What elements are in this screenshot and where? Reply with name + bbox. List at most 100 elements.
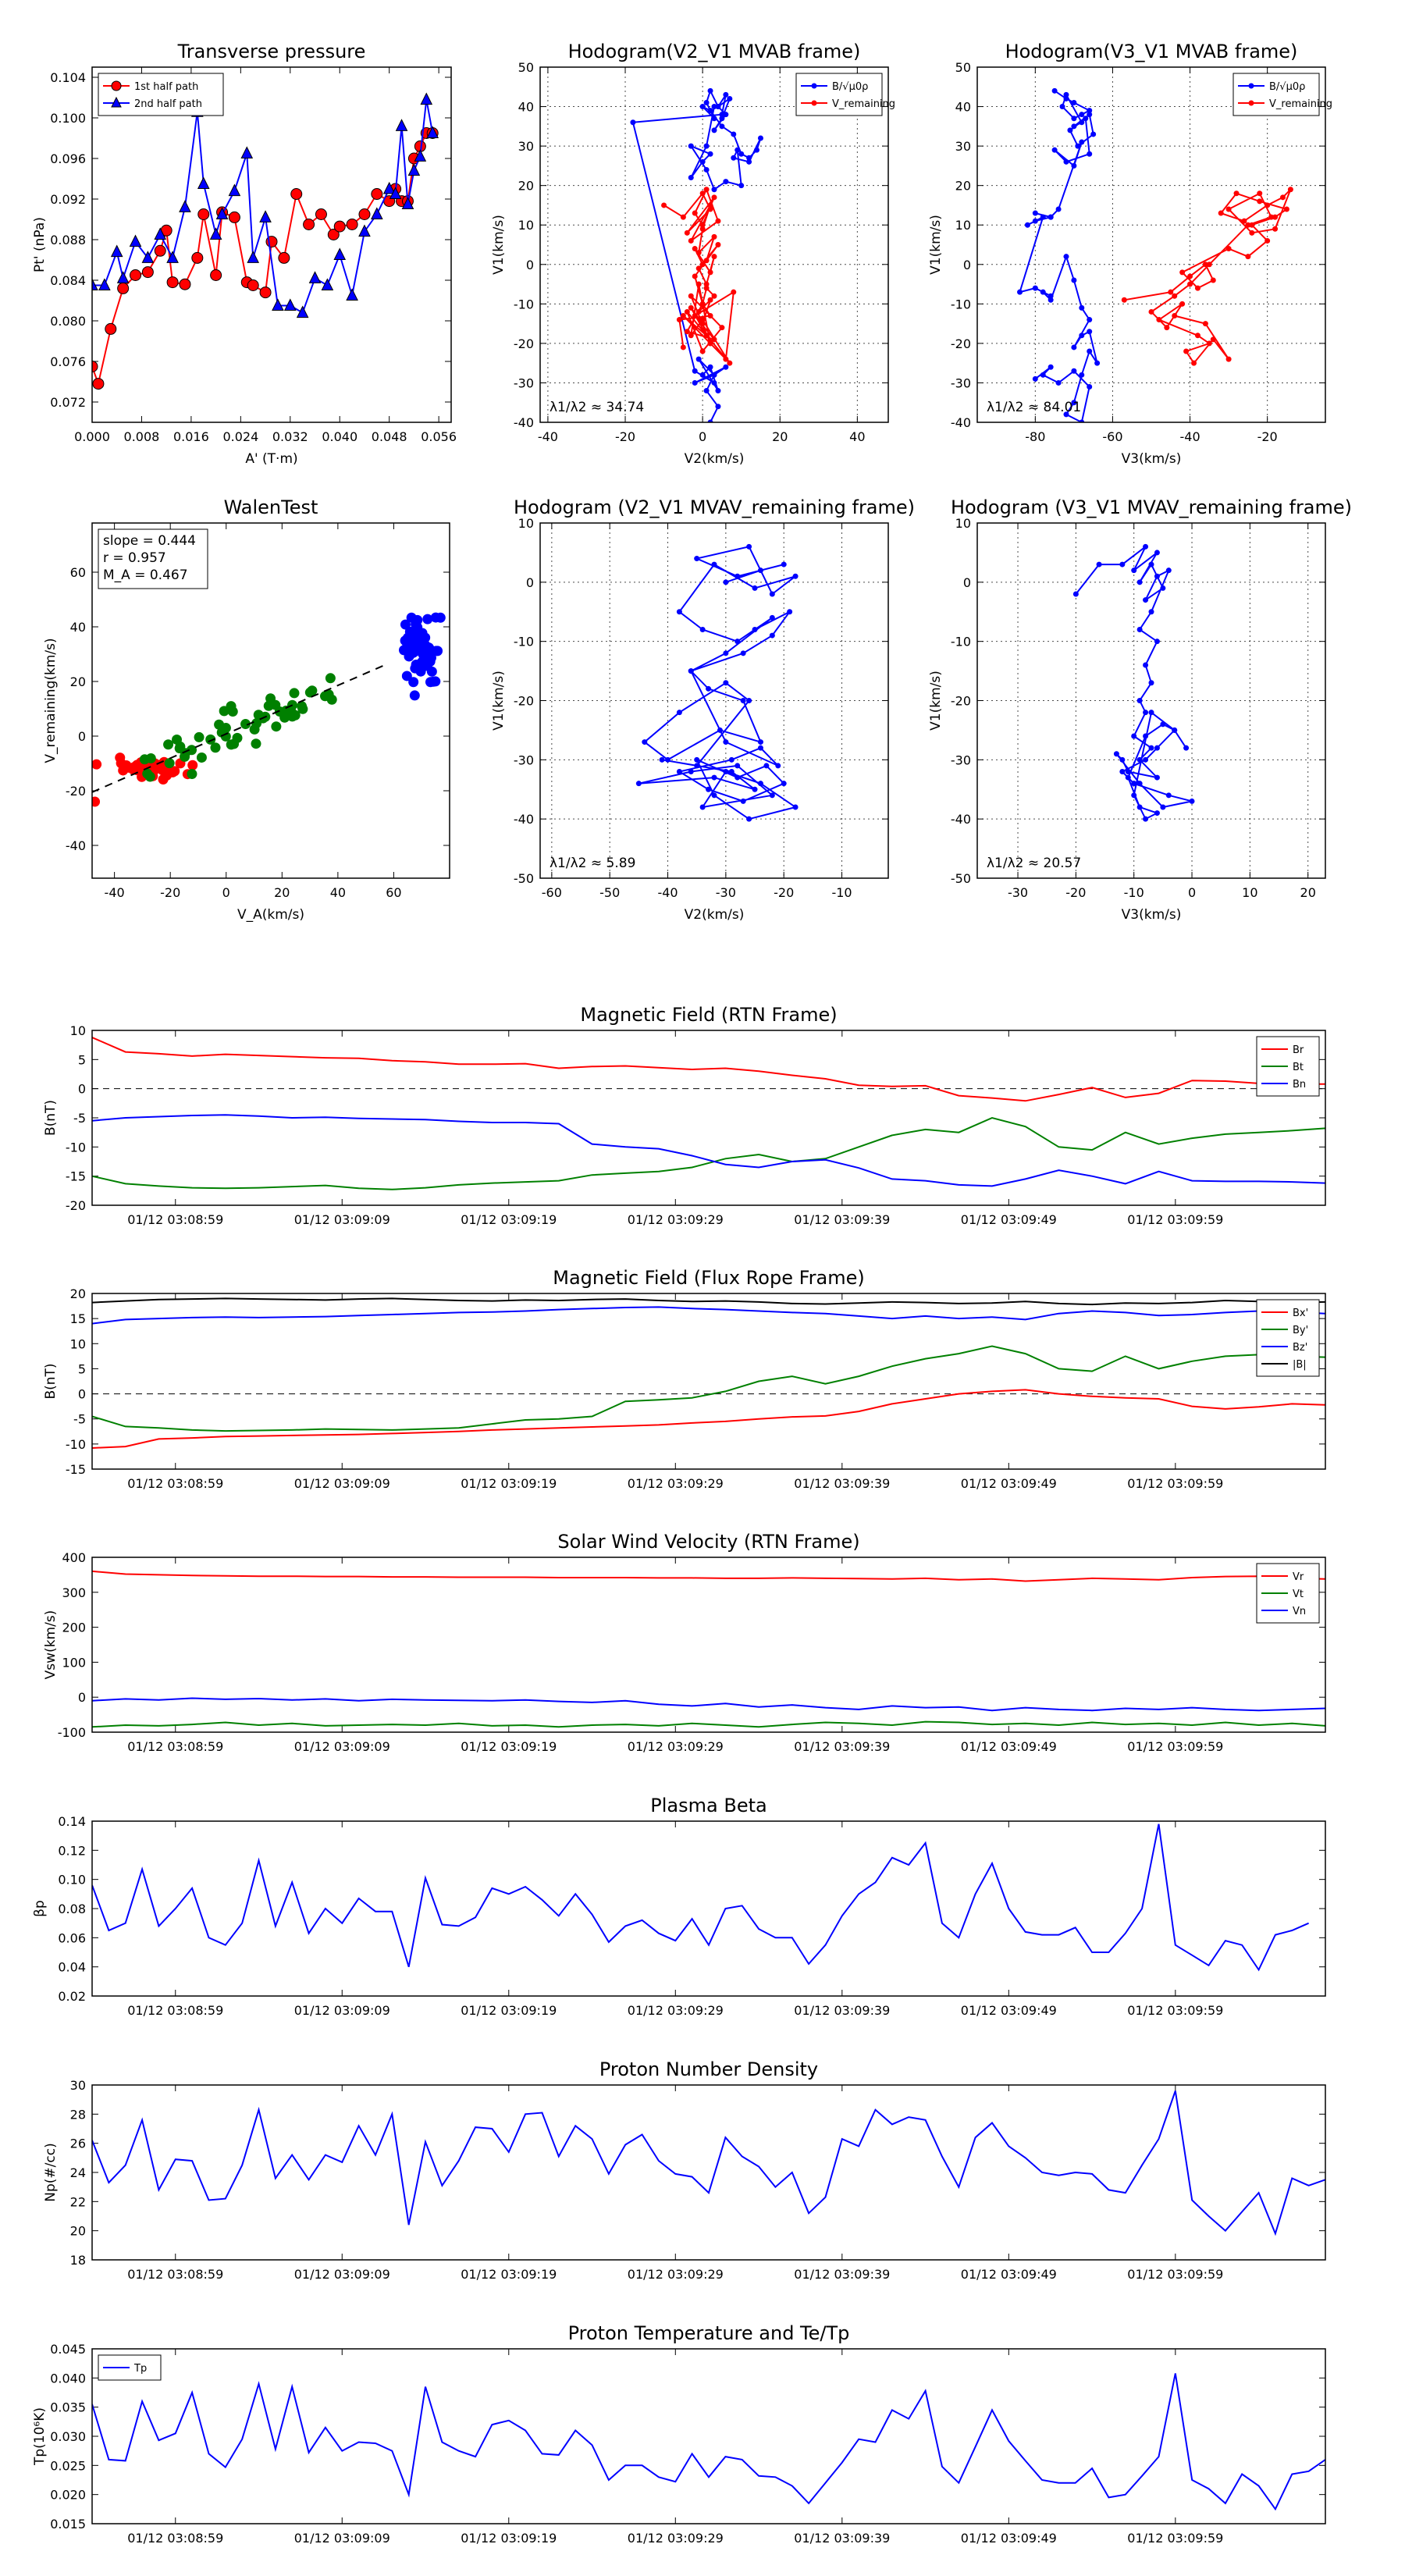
data-point — [676, 769, 682, 774]
data-point — [699, 804, 706, 810]
data-point — [1287, 187, 1293, 193]
data-point — [1172, 313, 1178, 318]
data-point — [719, 116, 725, 122]
eigenvalue-ratio: λ1/λ2 ≈ 5.89 — [550, 856, 635, 871]
data-point — [1154, 774, 1160, 781]
y-tick-label: 0.06 — [58, 1930, 86, 1945]
scatter-point — [297, 701, 308, 712]
data-point — [763, 763, 770, 769]
data-point — [166, 251, 179, 263]
data-point — [703, 143, 710, 149]
legend: Bx' By' Bz' |B| — [1256, 1299, 1320, 1377]
chart-title: Hodogram (V3_V1 MVAV_remaining frame) — [951, 496, 1352, 518]
scatter-point — [279, 712, 290, 723]
x-tick-label: 01/12 03:09:09 — [294, 2267, 390, 2282]
x-tick-label: 0 — [222, 885, 230, 900]
series-bt — [92, 1116, 1325, 1190]
y-tick-label: 0.092 — [50, 192, 86, 207]
legend-box — [1256, 1299, 1320, 1377]
data-point — [327, 229, 340, 240]
scatter-point — [196, 752, 207, 763]
series-2nd-half-path — [92, 92, 439, 318]
y-axis-label: Tp(10⁶K) — [32, 2407, 48, 2466]
y-tick-label: 0.045 — [50, 2342, 86, 2357]
legend-label: Bz' — [1293, 1342, 1307, 1354]
legend-label: Vn — [1293, 1606, 1306, 1617]
data-point — [723, 91, 729, 98]
data-point — [711, 127, 717, 133]
series-1st-half-path — [92, 127, 439, 390]
data-point — [711, 372, 717, 378]
data-point — [1249, 229, 1255, 236]
data-point — [688, 293, 694, 299]
scatter-point — [115, 753, 126, 763]
legend-box — [795, 73, 883, 116]
chart-title: Hodogram(V3_V1 MVAB frame) — [1005, 41, 1298, 62]
data-point — [703, 258, 710, 264]
x-tick-label: 01/12 03:08:59 — [127, 2267, 223, 2282]
data-point — [1071, 123, 1077, 130]
data-point — [1067, 127, 1073, 133]
data-point — [1183, 745, 1190, 751]
x-tick-label: 01/12 03:09:09 — [294, 1476, 390, 1491]
scatter-point — [92, 796, 101, 807]
plot-frame — [91, 66, 452, 423]
scatter-point — [226, 739, 237, 750]
series-vr — [92, 1570, 1325, 1582]
data-point — [661, 202, 667, 208]
data-point — [676, 317, 682, 323]
fit-line — [92, 663, 389, 793]
legend: Br Bt Bn — [1256, 1036, 1320, 1097]
data-point — [1090, 131, 1097, 137]
data-point — [1257, 190, 1263, 197]
data-point — [703, 281, 710, 287]
data-point — [333, 247, 347, 260]
x-tick-label: 01/12 03:09:09 — [294, 1212, 390, 1227]
y-tick-label: -5 — [73, 1111, 86, 1126]
x-tick-label: 60 — [386, 885, 401, 900]
series-bz- — [92, 1306, 1325, 1325]
legend-label: Vt — [1293, 1589, 1304, 1600]
chart-title: Transverse pressure — [177, 41, 366, 62]
series-v-remaining — [661, 187, 737, 366]
data-point — [642, 739, 648, 745]
data-point — [1191, 360, 1197, 366]
data-point — [1040, 372, 1046, 378]
data-point — [1059, 104, 1065, 110]
data-point — [197, 176, 210, 189]
y-tick-label: -20 — [514, 694, 534, 709]
legend-label: Vr — [1293, 1571, 1304, 1583]
y-tick-label: 20 — [70, 2224, 86, 2239]
y-tick-label: 0.025 — [50, 2458, 86, 2473]
scatter-point — [187, 769, 197, 780]
legend-box — [1232, 73, 1320, 116]
y-tick-label: 28 — [70, 2107, 86, 2122]
legend-label: 2nd half path — [134, 98, 202, 110]
series-line — [92, 1114, 1325, 1187]
data-point — [769, 614, 775, 621]
y-axis-label: Vsw(km/s) — [43, 1610, 59, 1680]
data-point — [1272, 226, 1279, 232]
data-point — [1136, 698, 1143, 703]
plot-frame — [976, 66, 1326, 423]
legend-label: 1st half path — [134, 81, 198, 93]
scatter-point — [205, 734, 216, 745]
x-tick-label: 0.016 — [173, 429, 209, 444]
series-line — [92, 1823, 1310, 1972]
plot-frame — [91, 1557, 1326, 1733]
data-point — [1206, 262, 1212, 268]
data-point — [703, 333, 710, 339]
series-b-0- — [630, 87, 763, 422]
series-line — [1019, 90, 1098, 422]
x-tick-label: 0 — [1188, 885, 1196, 900]
data-point — [1087, 151, 1093, 157]
y-tick-label: -40 — [951, 812, 971, 827]
legend-label: Bx' — [1293, 1308, 1308, 1319]
series-line — [92, 2090, 1325, 2236]
data-point — [719, 325, 725, 331]
scatter-point — [289, 688, 300, 699]
x-axis-label: V3(km/s) — [1122, 451, 1182, 467]
data-point — [711, 233, 717, 240]
data-point — [1079, 419, 1085, 422]
